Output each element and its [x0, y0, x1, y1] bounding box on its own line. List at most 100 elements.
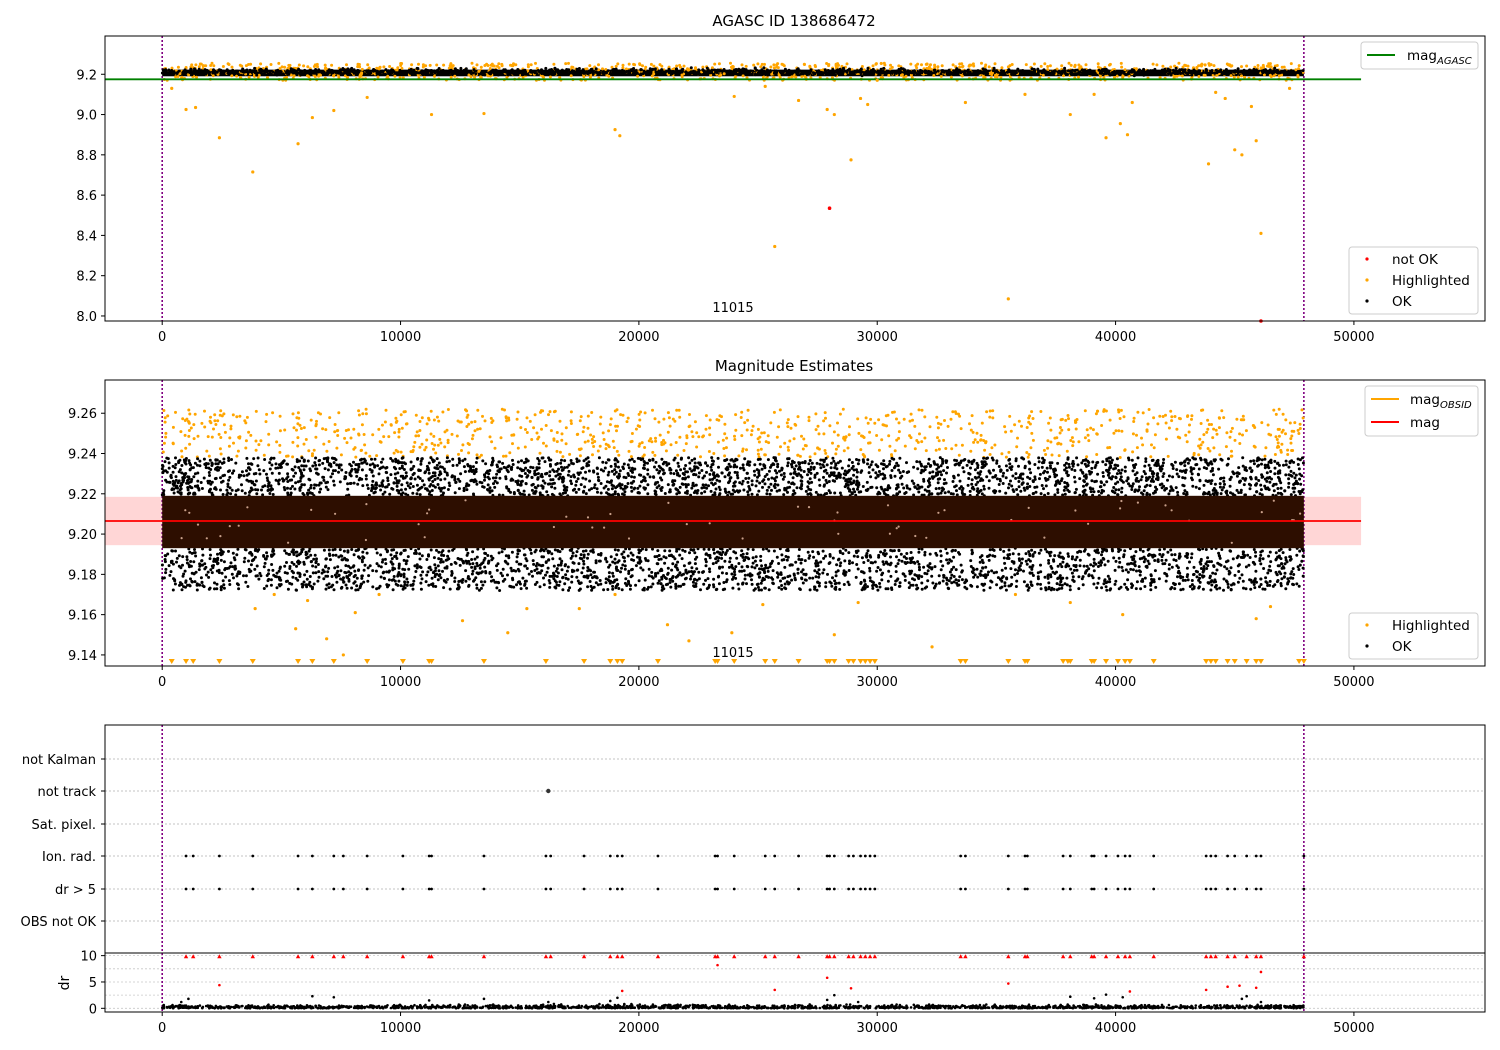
ok-point	[314, 68, 318, 71]
highlighted-point	[626, 416, 630, 420]
ok-point	[1222, 479, 1226, 483]
ok-point	[483, 73, 487, 77]
highlighted-point	[1208, 63, 1211, 67]
highlighted-point	[378, 440, 382, 444]
highlighted-point	[193, 412, 197, 416]
ok-point	[827, 480, 831, 483]
ok-point	[817, 69, 821, 73]
ok-point	[807, 481, 811, 485]
ok-point	[870, 460, 874, 464]
highlighted-point	[316, 65, 319, 69]
ok-point	[706, 68, 710, 72]
highlighted-point	[1123, 448, 1127, 452]
ok-point	[596, 472, 600, 476]
ok-point	[528, 470, 531, 474]
ok-point	[632, 479, 636, 483]
highlighted-point	[723, 422, 727, 426]
ok-point	[684, 70, 688, 74]
ok-point	[253, 71, 257, 75]
ok-point	[923, 488, 927, 492]
ok-point	[453, 70, 457, 74]
highlighted-point	[1131, 432, 1135, 436]
highlighted-point	[1274, 412, 1278, 416]
highlighted-point	[590, 437, 594, 441]
ok-point	[516, 460, 520, 464]
ok-point	[1289, 469, 1293, 473]
ok-point	[1273, 66, 1277, 70]
highlighted-point	[756, 427, 760, 431]
x-tick-label: 0	[158, 330, 166, 345]
ok-point	[797, 69, 801, 73]
ok-point	[831, 456, 835, 460]
highlighted-point	[1031, 438, 1035, 442]
ok-point	[710, 71, 714, 74]
ok-point	[368, 463, 372, 467]
highlighted-point	[1084, 63, 1088, 67]
ok-point	[228, 475, 232, 479]
ok-point	[522, 489, 526, 493]
ok-point	[453, 491, 457, 495]
highlighted-point	[757, 440, 761, 444]
highlighted-point	[1009, 429, 1013, 433]
ok-point	[998, 479, 1002, 483]
highlighted-point	[1020, 424, 1023, 428]
ok-point	[596, 490, 599, 494]
ok-point	[1153, 70, 1157, 74]
ok-point	[1252, 462, 1256, 466]
ok-point	[256, 488, 260, 492]
ok-point	[939, 72, 943, 76]
ok-point	[712, 473, 716, 477]
highlighted-point	[909, 62, 913, 66]
ok-point	[463, 470, 467, 474]
ok-point	[1067, 462, 1071, 466]
highlighted-point	[417, 62, 420, 66]
ok-point	[441, 72, 445, 76]
highlighted-point	[1028, 422, 1032, 426]
highlighted-point	[505, 419, 509, 423]
ok-point	[286, 472, 290, 476]
ok-point	[745, 71, 749, 75]
highlighted-point	[429, 409, 433, 413]
highlighted-point	[653, 417, 657, 421]
ok-point	[731, 488, 735, 492]
ok-point	[810, 461, 814, 465]
ok-point	[1257, 479, 1261, 482]
ok-point	[700, 491, 704, 495]
ok-point	[326, 69, 330, 73]
highlighted-point	[314, 435, 318, 439]
highlighted-point	[412, 445, 416, 449]
highlighted-point	[525, 416, 529, 420]
highlighted-point	[1004, 455, 1008, 459]
ok-point	[317, 463, 321, 467]
highlighted-point	[475, 63, 479, 67]
ok-point	[411, 485, 415, 488]
ok-point	[609, 464, 613, 468]
ok-point	[277, 482, 281, 486]
highlighted-point	[254, 448, 258, 452]
highlighted-point	[1077, 440, 1081, 444]
ok-point	[1073, 475, 1076, 479]
ok-point	[386, 69, 389, 73]
ok-point	[601, 71, 605, 75]
ok-point	[360, 468, 364, 472]
highlighted-point	[1274, 435, 1278, 439]
highlighted-point	[571, 65, 575, 69]
ok-point	[742, 468, 746, 472]
ok-point	[293, 465, 297, 469]
ok-point	[875, 486, 879, 490]
highlighted-point	[680, 75, 684, 79]
highlighted-point	[1161, 64, 1165, 68]
ok-point	[404, 462, 407, 466]
highlighted-point	[443, 445, 447, 449]
highlighted-point	[364, 407, 368, 411]
ok-point	[265, 69, 269, 73]
ok-point	[763, 482, 767, 486]
highlighted-point	[679, 65, 682, 69]
highlighted-point	[644, 65, 648, 69]
highlighted-point	[1096, 62, 1100, 66]
highlighted-point	[588, 75, 592, 79]
highlighted-point	[1025, 451, 1029, 454]
ok-point	[841, 71, 845, 75]
ok-point	[388, 492, 392, 496]
ok-point	[495, 472, 499, 476]
